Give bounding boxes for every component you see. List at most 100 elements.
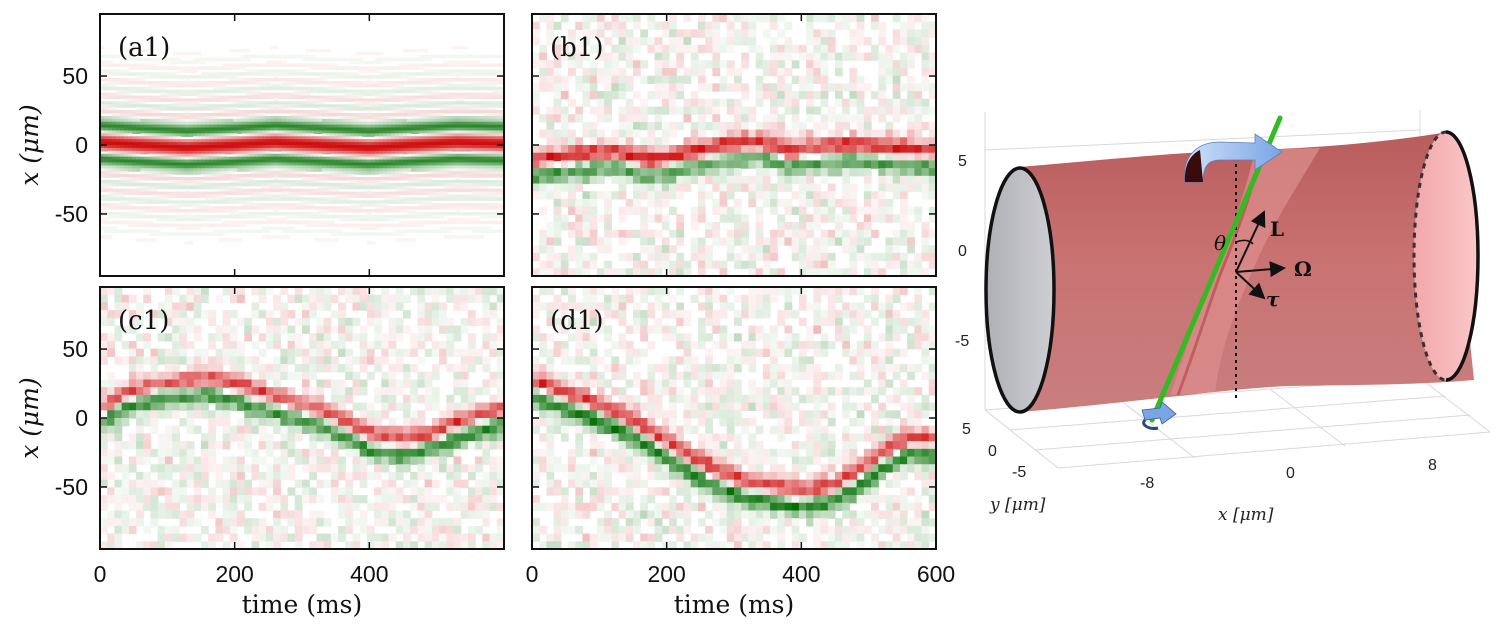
heatmap-cell bbox=[390, 168, 396, 172]
heatmap-cell bbox=[491, 194, 497, 198]
heatmap-cell bbox=[306, 104, 311, 108]
heatmap-cell bbox=[136, 174, 141, 178]
heatmap-cell bbox=[310, 179, 315, 184]
heatmap-cell bbox=[407, 165, 412, 169]
heatmap-cell bbox=[346, 159, 352, 164]
heatmap-cell bbox=[443, 133, 449, 137]
heatmap-cell bbox=[390, 83, 396, 88]
heatmap-cell bbox=[293, 86, 299, 91]
heatmap-cell bbox=[285, 203, 291, 207]
heatmap-cell bbox=[366, 179, 372, 184]
heatmap-cell bbox=[346, 121, 352, 126]
heatmap-cell bbox=[459, 133, 465, 137]
heatmap-cell bbox=[358, 168, 364, 172]
heatmap-cell bbox=[128, 153, 133, 158]
heatmap-cell bbox=[265, 197, 271, 201]
heatmap-cell bbox=[398, 133, 404, 137]
heatmap-cell bbox=[144, 200, 150, 204]
heatmap-cell bbox=[411, 112, 416, 117]
heatmap-cell bbox=[196, 107, 202, 111]
heatmap-cell bbox=[427, 115, 432, 120]
heatmap-cell bbox=[463, 179, 469, 184]
heatmap-cell bbox=[269, 188, 275, 193]
heatmap-cell bbox=[140, 206, 146, 210]
heatmap-cell bbox=[499, 69, 504, 73]
heatmap-cell bbox=[390, 130, 396, 134]
heatmap-cell bbox=[350, 66, 356, 70]
heatmap-cell bbox=[116, 78, 121, 82]
heatmap-cell bbox=[245, 174, 251, 178]
heatmap-cell bbox=[184, 107, 190, 111]
heatmap-cell bbox=[104, 165, 109, 169]
heatmap-cell bbox=[455, 226, 461, 231]
heatmap-cell bbox=[318, 200, 323, 204]
heatmap-cell bbox=[196, 153, 202, 158]
heatmap-cell bbox=[366, 51, 372, 56]
heatmap-cell bbox=[495, 182, 501, 187]
heatmap-cell bbox=[334, 104, 339, 108]
heatmap-cell bbox=[201, 185, 206, 190]
heatmap-cell bbox=[265, 127, 271, 132]
heatmap-cell bbox=[471, 197, 477, 201]
heatmap-cell bbox=[112, 130, 117, 134]
heatmap-cell bbox=[217, 188, 222, 193]
heatmap-cell bbox=[403, 171, 408, 175]
heatmap-cell bbox=[451, 203, 457, 207]
heatmap-cell bbox=[100, 124, 105, 129]
heatmap-cell bbox=[447, 165, 453, 169]
heatmap-cell bbox=[144, 89, 150, 94]
heatmap-cell bbox=[249, 206, 255, 210]
heatmap-cell bbox=[257, 182, 263, 187]
heatmap-cell bbox=[370, 127, 376, 132]
heatmap-cell bbox=[447, 130, 453, 134]
heatmap-cell bbox=[483, 197, 489, 201]
heatmap-cell bbox=[132, 159, 137, 164]
heatmap-cell bbox=[479, 153, 485, 158]
heatmap-cell bbox=[326, 75, 331, 79]
heatmap-cell bbox=[382, 145, 388, 149]
heatmap-cell bbox=[269, 107, 275, 111]
heatmap-cell bbox=[132, 136, 137, 140]
heatmap-cell bbox=[431, 130, 436, 134]
heatmap-cell bbox=[293, 142, 299, 146]
heatmap-cell bbox=[338, 136, 343, 140]
heatmap-cell bbox=[431, 136, 436, 140]
heatmap-cell bbox=[419, 220, 424, 225]
heatmap-cell bbox=[257, 115, 263, 120]
heatmap-cell bbox=[116, 171, 121, 175]
heatmap-cell bbox=[249, 162, 255, 166]
heatmap-cell bbox=[289, 226, 295, 231]
heatmap-cell bbox=[366, 209, 372, 213]
heatmap-cell bbox=[257, 194, 263, 198]
heatmap-cell bbox=[152, 238, 158, 242]
heatmap-cell bbox=[297, 69, 303, 73]
heatmap-cell bbox=[310, 48, 315, 53]
heatmap-cell bbox=[249, 191, 255, 196]
heatmap-cell bbox=[245, 191, 251, 196]
heatmap-cell bbox=[362, 127, 368, 132]
heatmap-cell bbox=[346, 174, 352, 178]
heatmap-cell bbox=[459, 127, 465, 132]
heatmap-cell bbox=[188, 232, 194, 236]
heatmap-cell bbox=[358, 139, 364, 143]
heatmap-cell bbox=[415, 136, 420, 140]
heatmap-cell bbox=[419, 57, 424, 62]
heatmap-cell bbox=[407, 75, 412, 79]
heatmap-cell bbox=[156, 197, 162, 201]
heatmap-cell bbox=[334, 209, 339, 213]
heatmap-cell bbox=[358, 142, 364, 146]
heatmap-cell bbox=[483, 136, 489, 140]
heatmap-cell bbox=[112, 191, 117, 196]
heatmap-cell bbox=[108, 191, 113, 196]
heatmap-cell bbox=[116, 72, 121, 76]
heatmap-cell bbox=[358, 223, 364, 228]
heatmap-cell bbox=[431, 229, 436, 233]
heatmap-cell bbox=[463, 235, 469, 239]
heatmap-cell bbox=[172, 75, 178, 79]
heatmap-cell bbox=[491, 165, 497, 169]
heatmap-cell bbox=[447, 217, 453, 222]
heatmap-cell bbox=[148, 156, 154, 161]
heatmap-cell bbox=[176, 168, 182, 172]
heatmap-cell bbox=[532, 145, 540, 154]
heatmap-cell bbox=[310, 133, 315, 137]
